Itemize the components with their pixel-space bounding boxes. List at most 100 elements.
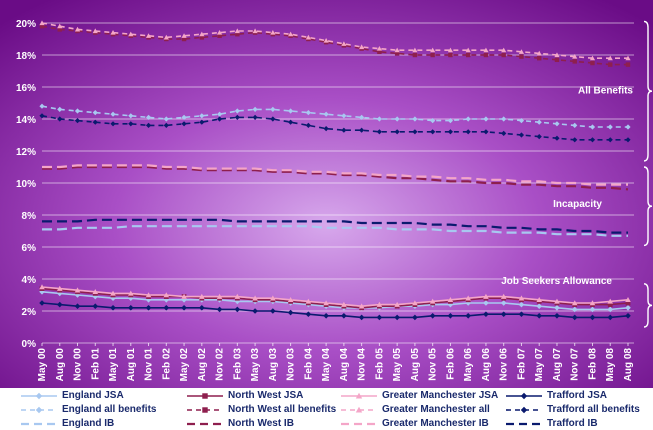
legend-label: Trafford all benefits xyxy=(547,404,640,415)
x-tick-label: Aug 06 xyxy=(481,348,492,382)
data-point xyxy=(252,114,258,120)
data-point xyxy=(323,300,329,306)
data-point xyxy=(252,106,258,112)
data-point xyxy=(394,129,400,135)
data-point xyxy=(181,293,187,299)
x-tick-label: Feb 05 xyxy=(374,348,385,380)
series-line xyxy=(41,302,629,319)
series-trafford-ib xyxy=(42,218,628,234)
data-point xyxy=(572,122,578,128)
data-point xyxy=(465,295,471,301)
data-point xyxy=(377,49,382,55)
data-point xyxy=(202,406,208,413)
data-point xyxy=(39,20,45,26)
data-point xyxy=(57,106,63,112)
legend-swatch xyxy=(506,406,542,413)
data-point xyxy=(199,119,205,125)
data-point xyxy=(518,295,525,301)
data-point xyxy=(483,293,489,299)
data-point xyxy=(181,114,187,120)
data-point xyxy=(608,62,613,67)
y-tick-label: 20% xyxy=(16,19,36,30)
data-point xyxy=(341,313,347,319)
data-point xyxy=(110,295,116,301)
data-point xyxy=(589,300,596,306)
data-point xyxy=(359,44,365,50)
x-tick-label: Nov 02 xyxy=(215,348,226,381)
data-point xyxy=(536,297,543,303)
data-point xyxy=(483,311,489,317)
x-tick-label: Feb 08 xyxy=(587,348,598,380)
series-line xyxy=(41,286,629,308)
data-point xyxy=(376,46,382,51)
data-point xyxy=(110,121,116,127)
legend-item: England JSA xyxy=(20,389,124,402)
data-point xyxy=(359,114,365,120)
data-point xyxy=(56,285,63,291)
bracket-jsa xyxy=(643,283,653,328)
data-point xyxy=(110,111,116,117)
data-point xyxy=(199,305,205,311)
data-point xyxy=(607,137,613,143)
data-point xyxy=(199,113,205,119)
data-point xyxy=(163,292,170,298)
data-point xyxy=(430,52,435,58)
series-line xyxy=(42,165,629,191)
x-tick-label: Nov 05 xyxy=(428,348,439,381)
data-point xyxy=(572,54,578,59)
data-point xyxy=(288,31,294,37)
legend-swatch xyxy=(187,422,223,425)
data-point xyxy=(571,300,578,306)
data-point xyxy=(127,295,134,301)
data-point xyxy=(358,303,365,309)
data-point xyxy=(217,33,222,39)
legend-label: Trafford JSA xyxy=(547,390,608,401)
x-tick-label: Feb 04 xyxy=(303,348,314,380)
x-tick-label: Nov 01 xyxy=(144,348,155,381)
data-point xyxy=(625,305,631,311)
bracket-all xyxy=(643,20,653,162)
data-point xyxy=(447,313,454,319)
legend-swatch xyxy=(341,392,377,399)
data-point xyxy=(145,297,152,303)
data-point xyxy=(412,52,418,58)
data-point xyxy=(128,31,134,37)
x-tick-label: Aug 03 xyxy=(268,348,279,382)
data-point xyxy=(430,129,436,135)
data-point xyxy=(394,116,400,122)
data-point xyxy=(270,308,276,314)
chart-background xyxy=(0,0,653,388)
data-point xyxy=(571,314,578,321)
legend-label: North West IB xyxy=(228,418,294,429)
x-tick-label: Aug 00 xyxy=(55,348,66,382)
data-point xyxy=(323,126,329,132)
series-england-ib xyxy=(42,225,628,237)
data-point xyxy=(607,314,614,321)
x-tick-label: Nov 00 xyxy=(73,348,84,381)
bracket-ib xyxy=(643,166,653,247)
series-greater-manchester-jsa xyxy=(39,284,631,309)
data-point xyxy=(572,137,578,143)
series-line xyxy=(41,115,628,141)
legend-label: Greater Manchester JSA xyxy=(382,390,499,401)
series-greater-manchester-ib xyxy=(42,164,628,186)
data-point xyxy=(376,301,383,307)
x-tick-label: Aug 08 xyxy=(623,348,634,382)
legend-swatch xyxy=(341,422,377,425)
data-point xyxy=(39,103,45,109)
x-tick-label: Aug 02 xyxy=(197,348,208,382)
x-tick-label: Feb 03 xyxy=(232,348,243,380)
data-point xyxy=(376,116,382,122)
legend-item: Trafford all benefits xyxy=(505,403,640,416)
data-point xyxy=(571,306,578,313)
data-point xyxy=(554,57,560,63)
legend-swatch xyxy=(21,392,57,399)
data-point xyxy=(518,311,525,317)
data-point xyxy=(199,35,205,40)
data-point xyxy=(412,129,418,135)
data-point xyxy=(181,36,187,42)
data-point xyxy=(323,38,329,43)
data-point xyxy=(376,314,383,321)
data-point xyxy=(252,308,258,314)
data-point xyxy=(589,306,596,313)
